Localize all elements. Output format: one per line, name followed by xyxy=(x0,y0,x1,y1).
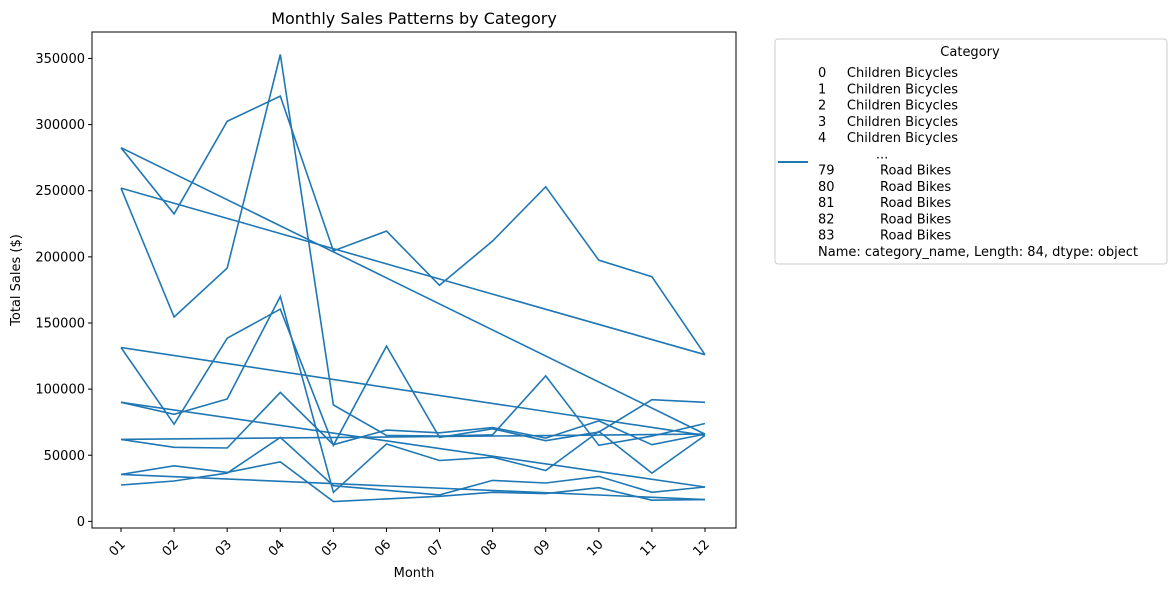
x-tick-label: 12 xyxy=(691,537,713,559)
x-tick-label: 07 xyxy=(425,537,447,559)
x-tick-label: 11 xyxy=(637,537,659,559)
y-axis: 0 50000 100000 150000 200000 250000 300000 3500… xyxy=(35,52,92,530)
x-tick-label: 05 xyxy=(319,537,341,559)
x-tick-label: 10 xyxy=(584,537,606,559)
x-tick-label: 06 xyxy=(372,537,394,559)
x-tick-label: 03 xyxy=(213,537,235,559)
chart-title: Monthly Sales Patterns by Category xyxy=(271,9,557,28)
y-tick-label: 100000 xyxy=(35,383,85,398)
legend-entry-line: 3 Children Bicycles xyxy=(818,115,958,130)
x-tick-label: 08 xyxy=(478,537,500,559)
y-tick-label: 0 xyxy=(77,515,85,530)
legend-entry-line: 79 Road Bikes xyxy=(818,164,951,179)
legend-entry-line: 1 Children Bicycles xyxy=(818,82,958,97)
legend-entry-line: Name: category_name, Length: 84, dtype: … xyxy=(818,245,1138,260)
y-tick-label: 350000 xyxy=(35,52,85,67)
x-tick-label: 09 xyxy=(531,537,553,559)
legend-entry-line: 83 Road Bikes xyxy=(818,229,951,244)
plot-frame xyxy=(91,31,737,529)
legend-entry-line: 0 Children Bicycles xyxy=(818,66,958,81)
legend-box xyxy=(774,38,1168,265)
series-line-11 xyxy=(120,433,706,441)
series-line-6 xyxy=(120,94,706,356)
y-tick-label: 250000 xyxy=(35,184,85,199)
series-line-12 xyxy=(120,473,706,501)
legend-title: Category xyxy=(940,45,1000,60)
series-line-5 xyxy=(120,54,706,447)
series-line-8 xyxy=(120,187,706,356)
legend-entry-line: 4 Children Bicycles xyxy=(818,131,958,146)
legend-entry-line: ... xyxy=(818,147,888,162)
series-line-0 xyxy=(120,436,706,496)
x-axis: 01 02 03 04 05 06 07 08 09 10 11 12 xyxy=(107,528,713,560)
series-line-2 xyxy=(120,391,706,449)
y-tick-label: 300000 xyxy=(35,118,85,133)
series-line-7 xyxy=(120,146,706,435)
series-line-3 xyxy=(120,294,706,494)
legend-entry-line: 2 Children Bicycles xyxy=(818,99,958,114)
y-tick-label: 200000 xyxy=(35,250,85,265)
y-tick-label: 50000 xyxy=(44,449,85,464)
x-axis-label: Month xyxy=(394,566,435,581)
x-tick-label: 04 xyxy=(266,537,288,559)
series-line-1 xyxy=(120,461,706,503)
legend-entry-line: 81 Road Bikes xyxy=(818,196,951,211)
x-tick-label: 02 xyxy=(160,537,182,559)
plot-area xyxy=(92,32,736,528)
series-line-9 xyxy=(120,346,706,437)
y-axis-label: Total Sales ($) xyxy=(9,234,24,327)
series-line-10 xyxy=(120,401,706,488)
legend-entry-line: 82 Road Bikes xyxy=(818,212,951,227)
y-tick-label: 150000 xyxy=(35,316,85,331)
series-layer xyxy=(120,54,706,503)
x-tick-label: 01 xyxy=(107,537,129,559)
legend-entry-line: 80 Road Bikes xyxy=(818,180,951,195)
